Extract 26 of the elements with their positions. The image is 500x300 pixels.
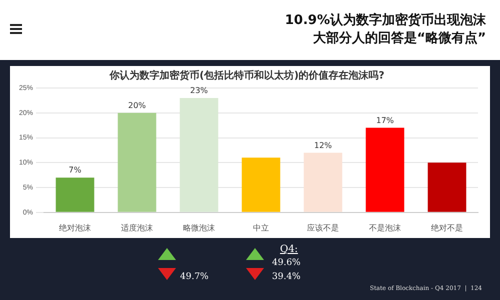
data-label: 12%	[314, 140, 332, 150]
text: 39.4%	[272, 272, 301, 282]
text: 49.6%	[272, 258, 301, 268]
bar	[304, 152, 342, 212]
text: Q4:	[280, 244, 298, 255]
bar	[56, 178, 94, 212]
text: 大部分人的回答是“略微有点”	[312, 30, 486, 48]
bar	[180, 98, 218, 212]
bar	[242, 158, 280, 212]
x-tick-label: 绝对不是	[431, 223, 463, 232]
x-tick-label: 应该不是	[307, 223, 340, 232]
x-tick-label: 适度泡沫	[121, 223, 154, 232]
x-tick-label: 绝对泡沫	[59, 223, 92, 232]
bar	[428, 162, 466, 212]
chart-subtitle: 10.9%认为数字加密货币出现泡沫	[284, 12, 486, 30]
data-label: 20%	[128, 100, 146, 110]
bar	[118, 112, 156, 212]
text: 49.7%	[180, 272, 209, 282]
x-tick-label: 略微泡沫	[183, 223, 216, 232]
x-tick-label: 不是泡沫	[369, 223, 401, 232]
bar	[366, 128, 404, 212]
x-tick-label: 中立	[253, 223, 270, 232]
data-label: 23%	[190, 86, 208, 96]
chart-title: 你认为数字加密货币(包括比特币和以太坊)的价值存在泡沫吗?	[108, 70, 385, 82]
data-label: 7%	[68, 166, 82, 175]
data-label: 17%	[376, 116, 394, 125]
